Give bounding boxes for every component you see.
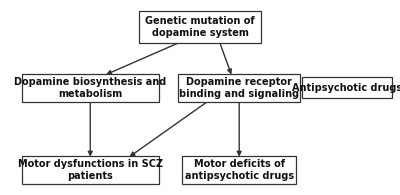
Text: Antipsychotic drugs: Antipsychotic drugs xyxy=(292,83,400,93)
FancyBboxPatch shape xyxy=(22,156,159,184)
FancyBboxPatch shape xyxy=(182,156,296,184)
FancyBboxPatch shape xyxy=(302,77,392,98)
Text: Genetic mutation of
dopamine system: Genetic mutation of dopamine system xyxy=(145,16,255,38)
FancyBboxPatch shape xyxy=(139,11,261,43)
Text: Motor dysfunctions in SCZ
patients: Motor dysfunctions in SCZ patients xyxy=(18,159,163,181)
Text: Motor deficits of
antipsychotic drugs: Motor deficits of antipsychotic drugs xyxy=(185,159,294,181)
Text: Dopamine biosynthesis and
metabolism: Dopamine biosynthesis and metabolism xyxy=(14,77,166,99)
FancyBboxPatch shape xyxy=(178,74,300,102)
Text: Dopamine receptor
binding and signaling: Dopamine receptor binding and signaling xyxy=(179,77,299,99)
FancyBboxPatch shape xyxy=(22,74,159,102)
